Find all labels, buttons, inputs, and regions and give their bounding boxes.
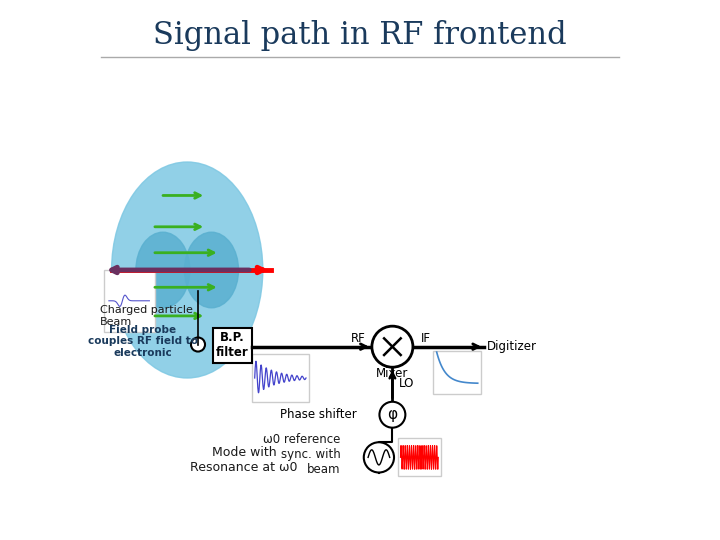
Ellipse shape <box>112 162 263 378</box>
Text: Digitizer: Digitizer <box>487 340 537 353</box>
Circle shape <box>364 442 394 472</box>
Circle shape <box>191 338 205 352</box>
Circle shape <box>379 402 405 428</box>
Text: LO: LO <box>399 377 414 390</box>
Bar <box>433 351 482 394</box>
Text: φ: φ <box>387 407 397 422</box>
Text: ω0 reference
sync. with
beam: ω0 reference sync. with beam <box>264 433 341 476</box>
Bar <box>252 354 309 402</box>
Text: Field probe
couples RF field to
electronic: Field probe couples RF field to electron… <box>88 325 198 358</box>
Bar <box>213 328 252 363</box>
Ellipse shape <box>184 232 238 308</box>
Text: B.P.
filter: B.P. filter <box>216 331 249 359</box>
Text: Charged particle
Beam: Charged particle Beam <box>99 305 192 327</box>
Bar <box>104 270 155 332</box>
Bar <box>397 438 441 476</box>
Text: Mode with
Resonance at ω0: Mode with Resonance at ω0 <box>190 446 297 474</box>
Text: RF: RF <box>351 332 366 345</box>
Ellipse shape <box>136 232 190 308</box>
Circle shape <box>372 326 413 367</box>
Text: Phase shifter: Phase shifter <box>280 408 357 421</box>
Text: Mixer: Mixer <box>377 367 408 380</box>
Text: Signal path in RF frontend: Signal path in RF frontend <box>153 19 567 51</box>
Text: IF: IF <box>420 332 431 345</box>
